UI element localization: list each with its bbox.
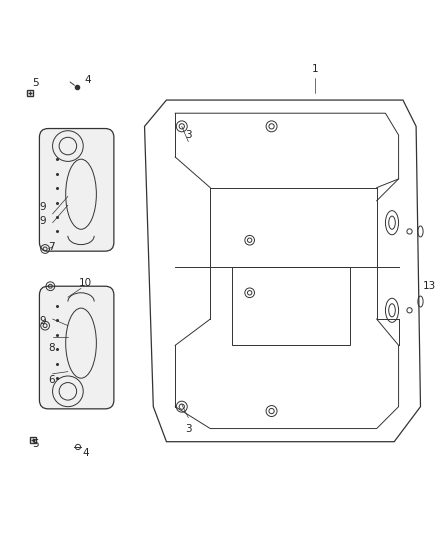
Text: 9: 9 bbox=[39, 203, 46, 212]
Text: 3: 3 bbox=[185, 424, 192, 433]
Text: 6: 6 bbox=[48, 375, 55, 385]
Text: 10: 10 bbox=[79, 278, 92, 288]
Text: 5: 5 bbox=[32, 77, 39, 87]
Text: 4: 4 bbox=[84, 75, 91, 85]
Text: 9: 9 bbox=[39, 215, 46, 225]
FancyBboxPatch shape bbox=[39, 286, 114, 409]
Text: 1: 1 bbox=[312, 63, 319, 74]
FancyBboxPatch shape bbox=[39, 128, 114, 251]
Text: 3: 3 bbox=[185, 130, 192, 140]
Text: 7: 7 bbox=[48, 242, 55, 252]
Text: 9: 9 bbox=[39, 316, 46, 326]
Text: 5: 5 bbox=[32, 439, 39, 449]
Text: 8: 8 bbox=[48, 343, 55, 352]
Text: 13: 13 bbox=[423, 281, 436, 291]
Text: 4: 4 bbox=[82, 448, 89, 458]
